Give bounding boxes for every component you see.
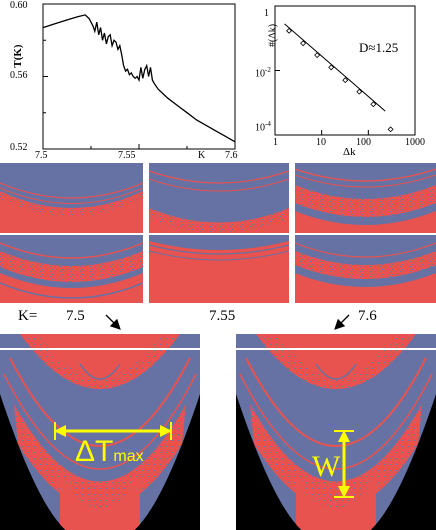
fractal-dimension-annotation: D≈1.25 [359, 40, 399, 55]
k-value-left: 7.5 [66, 308, 85, 324]
scatter-point [370, 101, 377, 108]
phase-panel-1 [0, 163, 143, 233]
scatter-point [356, 88, 363, 95]
delta-t-sub: max [113, 448, 144, 465]
sc-xtick-3: 1000 [405, 137, 425, 148]
panel-divider [0, 233, 436, 235]
scaling-plot-frame [274, 5, 416, 136]
phase-panel-3 [295, 163, 436, 233]
tx-ytick-2: 0.52 [10, 142, 28, 153]
tx-ytick-1: 0.56 [10, 70, 28, 81]
scatter-point [328, 64, 335, 71]
parabola-panel-right [236, 334, 436, 530]
k-value-right: 7.6 [358, 308, 377, 324]
k-prefix: K= [18, 308, 38, 324]
transmission-plot [42, 3, 236, 150]
parabola-right-divider [236, 348, 436, 350]
sc-ytick-0: 1 [264, 8, 269, 19]
arrow-left [105, 314, 121, 330]
delta-t-arrowhead-right [160, 425, 172, 437]
sc-xtick-0: 1 [273, 137, 278, 148]
delta-t-main: ΔT [75, 435, 114, 468]
tx-xtick-0: 7.5 [35, 150, 48, 161]
sc-ytick-1: 10-2 [255, 66, 271, 80]
tx-xtick-1: 7.55 [118, 150, 136, 161]
panel-gap-1 [143, 163, 149, 303]
phase-panel-2 [149, 163, 289, 233]
phase-panel-grid [0, 163, 436, 303]
w-label: W [312, 450, 341, 483]
phase-panel-4 [0, 235, 143, 303]
delta-t-label: ΔTmax [75, 435, 144, 469]
phase-panel-6 [295, 235, 436, 303]
w-arrowhead-bottom [338, 486, 350, 498]
sc-xlabel: Δk [343, 146, 356, 158]
scatter-point [314, 52, 321, 59]
tx-xtick-2: 7.6 [225, 150, 238, 161]
sc-ylabel: #(Δk) [267, 23, 279, 48]
parabola-left-divider [0, 348, 200, 350]
parabola-panel-left [0, 334, 200, 530]
scatter-point [342, 77, 349, 84]
w-arrowhead-top [338, 430, 350, 442]
scaling-plot [274, 5, 416, 136]
tx-ytick-0: 0.60 [10, 0, 28, 11]
fit-line [284, 23, 386, 112]
scatter-point [286, 27, 293, 34]
sc-ytick-2: 10-4 [255, 120, 271, 134]
k-value-mid: 7.55 [209, 308, 236, 324]
scatter-point [387, 126, 394, 133]
transmission-curve [42, 14, 236, 143]
k-arrows [105, 314, 350, 330]
scatter-point [300, 40, 307, 47]
sc-xtick-2: 100 [356, 137, 371, 148]
phase-panel-5 [149, 235, 289, 303]
delta-t-arrowhead-left [54, 425, 66, 437]
panel-gap-2 [289, 163, 295, 303]
tx-xlabel: K [198, 150, 206, 161]
sc-xtick-1: 10 [316, 137, 326, 148]
arrow-right [334, 314, 350, 330]
